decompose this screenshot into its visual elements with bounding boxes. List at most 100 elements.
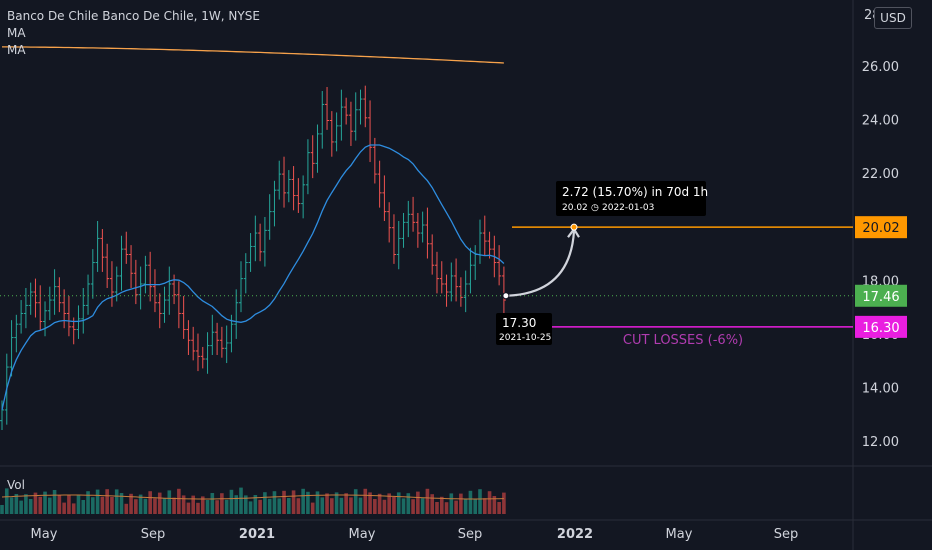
volume-bar xyxy=(143,498,148,514)
target-price-label: 20.02 xyxy=(862,221,899,236)
projection-start-price: 17.30 xyxy=(502,316,536,330)
volume-bar xyxy=(282,490,286,514)
volume-bar xyxy=(487,491,492,514)
volume-bar xyxy=(401,498,406,514)
volume-bar xyxy=(220,493,224,514)
symbol-title[interactable]: Banco De Chile Banco De Chile, 1W, NYSE xyxy=(7,9,260,23)
volume-bar xyxy=(430,494,434,514)
current-price-label: 17.46 xyxy=(862,290,899,305)
indicator-ma-1[interactable]: MA xyxy=(7,26,26,40)
projection-summary: 2.72 (15.70%) in 70d 1h xyxy=(562,185,708,199)
volume-bar xyxy=(62,502,66,514)
volume-bar xyxy=(215,500,219,514)
stop-price-label: 16.30 xyxy=(862,321,899,336)
volume-bar xyxy=(119,493,124,514)
volume-bar xyxy=(52,490,57,514)
volume-bar xyxy=(382,499,387,514)
y-tick-label: 26.00 xyxy=(862,60,899,75)
volume-bar xyxy=(114,489,119,514)
volume-bar xyxy=(138,494,143,514)
volume-bar xyxy=(124,503,129,514)
volume-bar xyxy=(468,490,473,514)
volume-bar xyxy=(344,493,348,514)
volume-bar xyxy=(24,494,28,514)
projection-target-date: 2022-01-03 xyxy=(602,203,654,213)
volume-bar xyxy=(258,499,262,514)
ma-short-line xyxy=(1,144,505,411)
x-tick-label: Sep xyxy=(774,527,799,542)
volume-bar xyxy=(492,496,497,514)
volume-bar xyxy=(162,498,167,514)
volume-bar xyxy=(459,493,463,514)
volume-bar xyxy=(91,497,95,514)
volume-bar xyxy=(191,495,195,514)
volume-bar xyxy=(0,505,4,514)
projection-start-dot xyxy=(502,292,510,300)
volume-bar xyxy=(449,493,454,514)
volume-bar xyxy=(396,492,401,514)
volume-bar xyxy=(100,496,105,514)
volume-bar xyxy=(9,497,14,514)
volume-bar xyxy=(425,488,430,514)
volume-bar xyxy=(81,500,86,514)
volume-bar xyxy=(473,498,478,514)
stop-loss-annotation: CUT LOSSES (-6%) xyxy=(623,333,743,348)
x-tick-label: Sep xyxy=(458,527,483,542)
volume-bar xyxy=(263,492,267,514)
volume-label: Vol xyxy=(7,478,25,492)
volume-bar xyxy=(392,497,396,514)
volume-bar xyxy=(234,495,239,514)
volume-bar xyxy=(339,497,344,514)
volume-bar xyxy=(229,489,234,514)
volume-bar xyxy=(306,491,310,514)
y-tick-label: 12.00 xyxy=(862,435,899,450)
volume-bar xyxy=(277,498,282,514)
volume-bar xyxy=(253,495,258,514)
volume-bar xyxy=(272,491,277,514)
indicator-ma-2[interactable]: MA xyxy=(7,43,26,57)
volume-bar xyxy=(353,489,358,514)
volume-bar xyxy=(95,489,100,514)
projection-start-date: 2021-10-25 xyxy=(499,333,551,343)
volume-bar xyxy=(454,500,458,514)
chart-legend: Banco De Chile Banco De Chile, 1W, NYSE … xyxy=(7,8,260,59)
volume-bar xyxy=(416,491,420,514)
volume-bar xyxy=(373,499,377,514)
volume-bar xyxy=(4,488,9,514)
volume-bar xyxy=(243,495,248,514)
volume-ma-line xyxy=(1,494,504,500)
volume-bar xyxy=(210,493,215,514)
y-tick-label: 22.00 xyxy=(862,167,899,182)
projection-target-price: 20.02 xyxy=(562,203,588,213)
x-tick-label: May xyxy=(31,527,58,542)
ma-long-line xyxy=(2,46,504,64)
volume-bars xyxy=(0,487,506,514)
volume-bar xyxy=(205,500,210,514)
volume-bar xyxy=(76,494,81,514)
x-tick-label: May xyxy=(666,527,693,542)
currency-button[interactable]: USD xyxy=(874,7,912,29)
volume-bar xyxy=(330,498,334,514)
volume-bar xyxy=(358,497,363,514)
volume-bar xyxy=(19,500,23,514)
projection-arrow xyxy=(505,231,576,297)
volume-bar xyxy=(153,498,157,514)
volume-bar xyxy=(48,497,52,514)
volume-bar xyxy=(463,499,468,514)
volume-bar xyxy=(14,494,19,514)
volume-bar xyxy=(287,498,291,514)
volume-bar xyxy=(129,493,133,514)
y-tick-label: 24.00 xyxy=(862,114,899,129)
volume-bar xyxy=(296,498,301,514)
volume-bar xyxy=(310,502,315,514)
x-tick-label: 2022 xyxy=(557,527,593,542)
volume-bar xyxy=(38,496,43,514)
volume-bar xyxy=(377,493,382,514)
volume-bar xyxy=(334,492,339,514)
volume-bar xyxy=(439,496,444,514)
volume-bar xyxy=(478,489,482,514)
volume-bar xyxy=(224,499,229,514)
volume-bar xyxy=(110,497,114,514)
